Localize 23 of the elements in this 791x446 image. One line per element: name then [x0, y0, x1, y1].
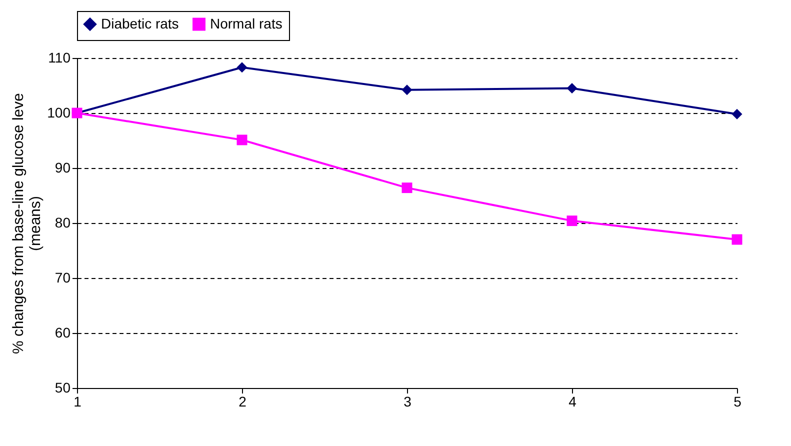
y-tick-label: 50 [54, 380, 71, 396]
x-tick-label: 3 [404, 394, 412, 410]
x-tick-label: 1 [74, 394, 82, 410]
point [566, 83, 578, 94]
x-tick-label: 2 [238, 394, 247, 410]
x-tick-label: 4 [568, 394, 577, 410]
y-tick-label: 60 [54, 324, 71, 340]
point [732, 108, 742, 120]
y-tick-label: 80 [54, 214, 71, 230]
point [402, 182, 412, 194]
point [236, 134, 248, 146]
x-tick-label: 5 [734, 394, 742, 410]
y-axis-title: % changes from base-line glucose leve (means) [10, 93, 44, 354]
point [402, 84, 412, 96]
point [236, 62, 248, 73]
point [566, 216, 578, 226]
y-tick-label: 100 [47, 104, 71, 120]
y-tick-label: 110 [48, 50, 71, 66]
point [732, 234, 742, 245]
y-tick-label: 70 [54, 270, 71, 286]
legend-label: Diabetic rats [101, 15, 179, 32]
y-tick-label: 90 [54, 160, 71, 176]
legend-label: Normal rats [210, 15, 282, 32]
